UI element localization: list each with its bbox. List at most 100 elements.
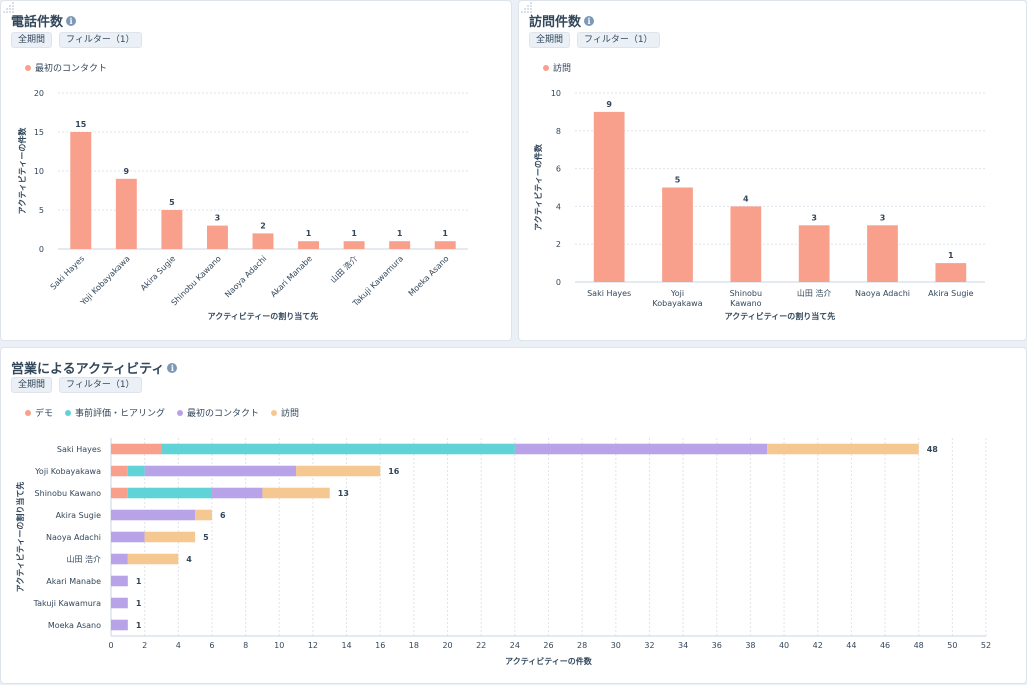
calls-card-title-row: 電話件数 i <box>11 11 77 30</box>
x-tick-label: Takuji Kawamura <box>350 254 405 309</box>
x-tick-label: Shinobu Kawano <box>170 254 223 307</box>
legend-label: 訪問 <box>553 64 572 74</box>
filter-button[interactable]: フィルター（1） <box>577 32 660 48</box>
date-range-filter-button[interactable]: 全期間 <box>11 377 53 393</box>
y-tick-label: Saki Hayes <box>57 445 101 454</box>
bar-total-label: 13 <box>338 489 349 498</box>
resize-handle-icon[interactable] <box>519 1 533 15</box>
y-tick-label: Takuji Kawamura <box>33 599 102 608</box>
bar <box>935 263 967 282</box>
x-tick-label: 16 <box>375 641 385 650</box>
date-range-filter-button[interactable]: 全期間 <box>529 32 571 48</box>
bar-value-label: 1 <box>948 251 954 260</box>
y-tick-label: 4 <box>556 202 561 211</box>
bar-segment <box>211 487 263 499</box>
sales-legend: デモ 事前評価・ヒアリング 最初のコンタクト 訪問 <box>25 406 299 419</box>
bar-segment <box>195 509 212 521</box>
legend-swatch <box>65 409 72 416</box>
y-axis-title: アクティビティーの件数 <box>533 143 543 231</box>
y-tick-label: 8 <box>556 127 561 136</box>
legend-swatch <box>25 409 31 416</box>
bar <box>206 225 228 249</box>
x-tick-label: Kawano <box>730 299 762 308</box>
legend-swatch <box>271 409 278 416</box>
visits-card-title: 訪問件数 <box>529 15 582 30</box>
legend-item[interactable]: 最初のコンタクト <box>177 406 259 419</box>
x-tick-label: 10 <box>274 641 284 650</box>
bar-value-label: 1 <box>442 229 448 238</box>
bar-segment <box>111 619 128 631</box>
legend-label: 最初のコンタクト <box>35 64 108 74</box>
y-tick-label: Yoji Kobayakawa <box>34 467 101 476</box>
resize-handle-icon[interactable] <box>1 1 15 15</box>
x-tick-label: 36 <box>712 641 722 650</box>
filter-button[interactable]: フィルター（1） <box>59 32 142 48</box>
bar-segment <box>111 575 128 587</box>
x-tick-label: 18 <box>409 641 419 650</box>
y-tick-label: 10 <box>551 89 561 98</box>
filter-button[interactable]: フィルター（1） <box>59 377 142 393</box>
bar-total-label: 48 <box>927 445 939 454</box>
y-tick-label: 0 <box>39 245 44 254</box>
bar <box>298 241 320 249</box>
bar-segment <box>514 443 768 455</box>
x-tick-label: 52 <box>981 641 991 650</box>
legend-label: デモ <box>35 409 54 419</box>
x-tick-label: 6 <box>209 641 214 650</box>
bar-value-label: 15 <box>75 120 87 129</box>
bar-segment <box>111 553 128 565</box>
bar-segment <box>111 531 145 543</box>
x-tick-label: Akari Manabe <box>269 254 314 299</box>
x-tick-label: 20 <box>442 641 452 650</box>
sales-activity-report-card: 営業によるアクティビティ i 全期間 フィルター（1） デモ 事前評価・ヒアリング… <box>0 347 1027 684</box>
y-tick-label: 5 <box>39 206 44 215</box>
info-icon[interactable]: i <box>66 15 77 26</box>
legend-item[interactable]: 訪問 <box>271 406 299 419</box>
y-tick-label: 20 <box>34 89 44 98</box>
calls-legend: 最初のコンタクト <box>25 61 107 74</box>
info-icon[interactable]: i <box>584 15 595 26</box>
bar-total-label: 5 <box>203 533 209 542</box>
legend-item[interactable]: 訪問 <box>543 61 571 74</box>
bar-segment <box>111 597 128 609</box>
x-tick-label: 34 <box>678 641 688 650</box>
bar <box>115 178 137 249</box>
x-tick-label: 42 <box>813 641 823 650</box>
legend-label: 事前評価・ヒアリング <box>75 409 166 419</box>
legend-label: 訪問 <box>281 409 300 419</box>
bar-segment <box>111 443 162 455</box>
legend-item[interactable]: 最初のコンタクト <box>25 61 107 74</box>
legend-item[interactable]: デモ <box>25 406 53 419</box>
info-icon[interactable]: i <box>167 362 178 373</box>
bar-value-label: 2 <box>260 221 266 230</box>
y-tick-label: Akira Sugie <box>56 511 102 520</box>
x-tick-label: Saki Hayes <box>49 254 87 292</box>
x-tick-label: Yoji Kobayakawa <box>78 254 132 308</box>
x-tick-label: Yoji <box>670 289 684 298</box>
x-tick-label: Naoya Adachi <box>855 289 910 298</box>
bar-total-label: 6 <box>220 511 226 520</box>
bar-segment <box>111 465 128 477</box>
bar-segment <box>111 509 196 521</box>
y-tick-label: 6 <box>556 165 561 174</box>
date-range-filter-button[interactable]: 全期間 <box>11 32 53 48</box>
sales-filters: 全期間 フィルター（1） <box>11 377 142 393</box>
y-tick-label: Akari Manabe <box>46 577 101 586</box>
x-tick-label: Kobayakawa <box>652 299 702 308</box>
legend-item[interactable]: 事前評価・ヒアリング <box>65 406 165 419</box>
y-axis-title: アクティビティーの件数 <box>17 127 27 215</box>
sales-card-title-row: 営業によるアクティビティ i <box>11 358 178 377</box>
calls-report-card: 電話件数 i 全期間 フィルター（1） 最初のコンタクト 0 5 10 15 20 アクテ… <box>0 0 512 341</box>
x-tick-label: 48 <box>914 641 924 650</box>
bar-segment <box>767 443 919 455</box>
y-tick-label: Naoya Adachi <box>46 533 101 542</box>
x-axis-title: アクティビティーの割り当て先 <box>725 311 836 321</box>
bar-value-label: 4 <box>743 194 749 203</box>
sales-card-title: 営業によるアクティビティ <box>11 362 165 377</box>
x-tick-label: 0 <box>108 641 113 650</box>
bar-segment <box>144 531 196 543</box>
bar <box>662 187 693 282</box>
y-tick-label: 2 <box>556 240 561 249</box>
bar-segment <box>161 443 515 455</box>
x-tick-label: 14 <box>341 641 351 650</box>
